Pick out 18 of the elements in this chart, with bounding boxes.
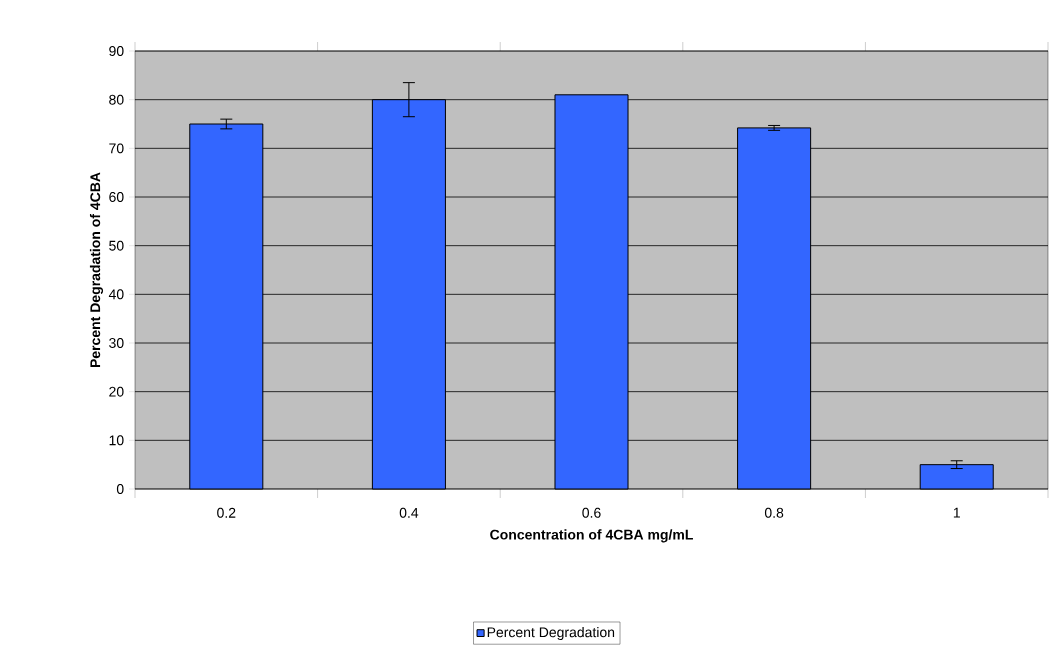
y-tick-label: 10	[109, 435, 124, 446]
x-tick-label: 1	[953, 507, 960, 518]
y-tick-label: 80	[109, 94, 124, 105]
x-tick-label: 0.2	[217, 507, 236, 518]
x-axis-title: Concentration of 4CBA mg/mL	[490, 529, 693, 543]
y-tick-label: 30	[109, 338, 124, 348]
y-tick-label: 40	[108, 289, 124, 300]
y-tick-label: 90	[109, 46, 124, 56]
y-tick-label: 0	[116, 484, 124, 494]
x-tick-label: 0.4	[399, 507, 419, 518]
y-tick-label: 60	[109, 192, 124, 202]
legend-label: Percent Degradation	[487, 626, 615, 641]
y-tick-label: 20	[109, 386, 124, 397]
x-tick-label: 0.6	[582, 507, 601, 518]
y-axis-title: Percent Degradation of 4CBA	[89, 172, 104, 368]
x-tick-label: 0.8	[764, 507, 784, 518]
y-tick-label: 70	[109, 143, 124, 154]
y-tick-label: 50	[109, 240, 124, 251]
